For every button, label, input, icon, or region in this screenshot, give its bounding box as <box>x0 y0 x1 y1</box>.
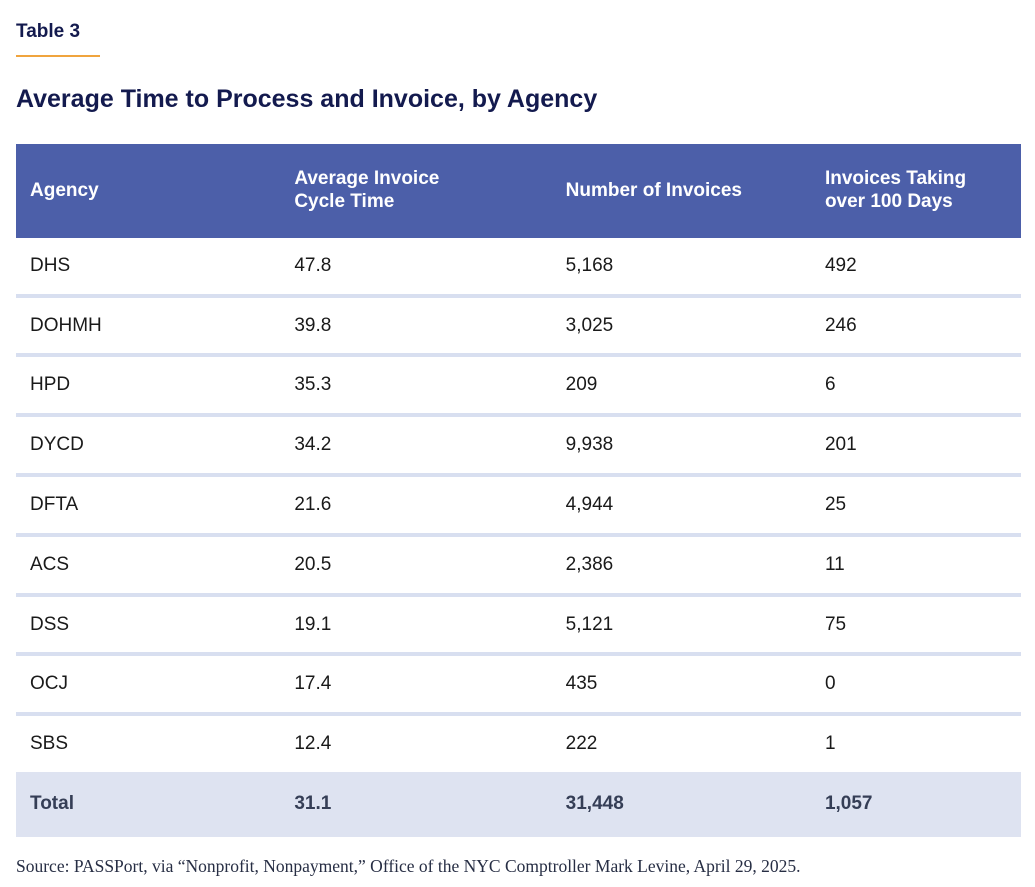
agency-cell: HPD <box>16 355 281 418</box>
agency-cell: SBS <box>30 733 69 755</box>
value-cell: 0 <box>810 654 1021 717</box>
value-cell: 39.8 <box>280 295 552 358</box>
total-label-cell: Total <box>16 771 281 837</box>
source-note: Source: PASSPort, via “Nonprofit, Nonpay… <box>16 855 801 876</box>
agency-cell: DOHMH <box>16 295 281 358</box>
table-row: DHS 47.8 5,168 492 <box>16 237 1021 298</box>
orange-accent-rule <box>16 54 100 57</box>
table-total-row: Total 31.1 31,448 1,057 <box>16 771 1021 837</box>
agency-invoice-table: Agency Average Invoice Cycle Time Number of… <box>16 143 1021 837</box>
page-title: Average Time to Process and Invoice, by … <box>16 84 598 113</box>
agency-cell: DFTA <box>16 474 281 537</box>
value-cell: 246 <box>810 295 1021 358</box>
table-row: DYCD 34.2 9,938 201 <box>16 415 1021 477</box>
total-value-cell: 1,057 <box>810 771 1021 837</box>
value-cell: 9,938 <box>551 415 811 477</box>
table-header-row: Agency Average Invoice Cycle Time Number of… <box>16 143 1021 238</box>
agency-cell: ACS <box>16 534 281 597</box>
value-cell: 3,025 <box>551 295 811 358</box>
table-body: DHS 47.8 5,168 492 DOHMH 39.8 3,025 246 HPD 35.3 2… <box>16 237 1021 772</box>
value-cell: 47.8 <box>280 237 552 298</box>
value-cell: 2,386 <box>551 534 811 597</box>
value-cell: 435 <box>551 654 811 717</box>
value-cell: 4,944 <box>551 474 811 537</box>
value-cell: 1 <box>824 733 836 755</box>
table-row: ACS 20.5 2,386 11 <box>16 534 1021 597</box>
value-cell: 20.5 <box>280 534 552 597</box>
value-cell: 17.4 <box>280 654 552 717</box>
value-cell: 222 <box>565 733 598 755</box>
column-header-line: Cycle Time <box>294 190 395 212</box>
table-row: SBS 12.4 222 1 <box>16 714 1021 772</box>
column-header-line: Invoices Taking <box>824 168 967 190</box>
value-cell: 12.4 <box>294 733 332 755</box>
agency-cell: OCJ <box>16 654 281 717</box>
total-value-cell: 31.1 <box>280 771 552 837</box>
value-cell: 21.6 <box>280 474 552 537</box>
column-header-cycle_time: Average Invoice Cycle Time <box>280 143 552 238</box>
column-header-line: Agency <box>30 179 99 201</box>
value-cell: 209 <box>551 355 811 418</box>
table-row: DFTA 21.6 4,944 25 <box>16 474 1021 537</box>
agency-cell: DHS <box>16 237 281 298</box>
agency-cell: DYCD <box>16 415 281 477</box>
value-cell: 19.1 <box>280 594 552 657</box>
column-header-line: over 100 Days <box>824 190 953 212</box>
agency-cell: DSS <box>16 594 281 657</box>
value-cell: 75 <box>810 594 1021 657</box>
value-cell: 35.3 <box>280 355 552 418</box>
column-header-line: Number of Invoices <box>565 179 742 201</box>
value-cell: 492 <box>810 237 1021 298</box>
table-footer: Total 31.1 31,448 1,057 <box>16 771 1021 837</box>
table-number-label: Table 3 <box>16 21 81 42</box>
column-header-num_invoices: Number of Invoices <box>551 143 811 238</box>
table-row: DSS 19.1 5,121 75 <box>16 594 1021 657</box>
table-header: Agency Average Invoice Cycle Time Number of… <box>16 143 1021 238</box>
total-value-cell: 31,448 <box>551 771 811 837</box>
value-cell: 201 <box>810 415 1021 477</box>
column-header-line: Average Invoice <box>294 168 440 190</box>
value-cell: 25 <box>810 474 1021 537</box>
column-header-over_100_days: Invoices Taking over 100 Days <box>810 143 1021 238</box>
table-row: DOHMH 39.8 3,025 246 <box>16 295 1021 358</box>
table-row: OCJ 17.4 435 0 <box>16 654 1021 717</box>
column-header-agency: Agency <box>16 143 281 238</box>
value-cell: 5,168 <box>551 237 811 298</box>
value-cell: 5,121 <box>551 594 811 657</box>
value-cell: 34.2 <box>280 415 552 477</box>
table-row: HPD 35.3 209 6 <box>16 355 1021 418</box>
value-cell: 6 <box>810 355 1021 418</box>
value-cell: 11 <box>810 534 1021 597</box>
